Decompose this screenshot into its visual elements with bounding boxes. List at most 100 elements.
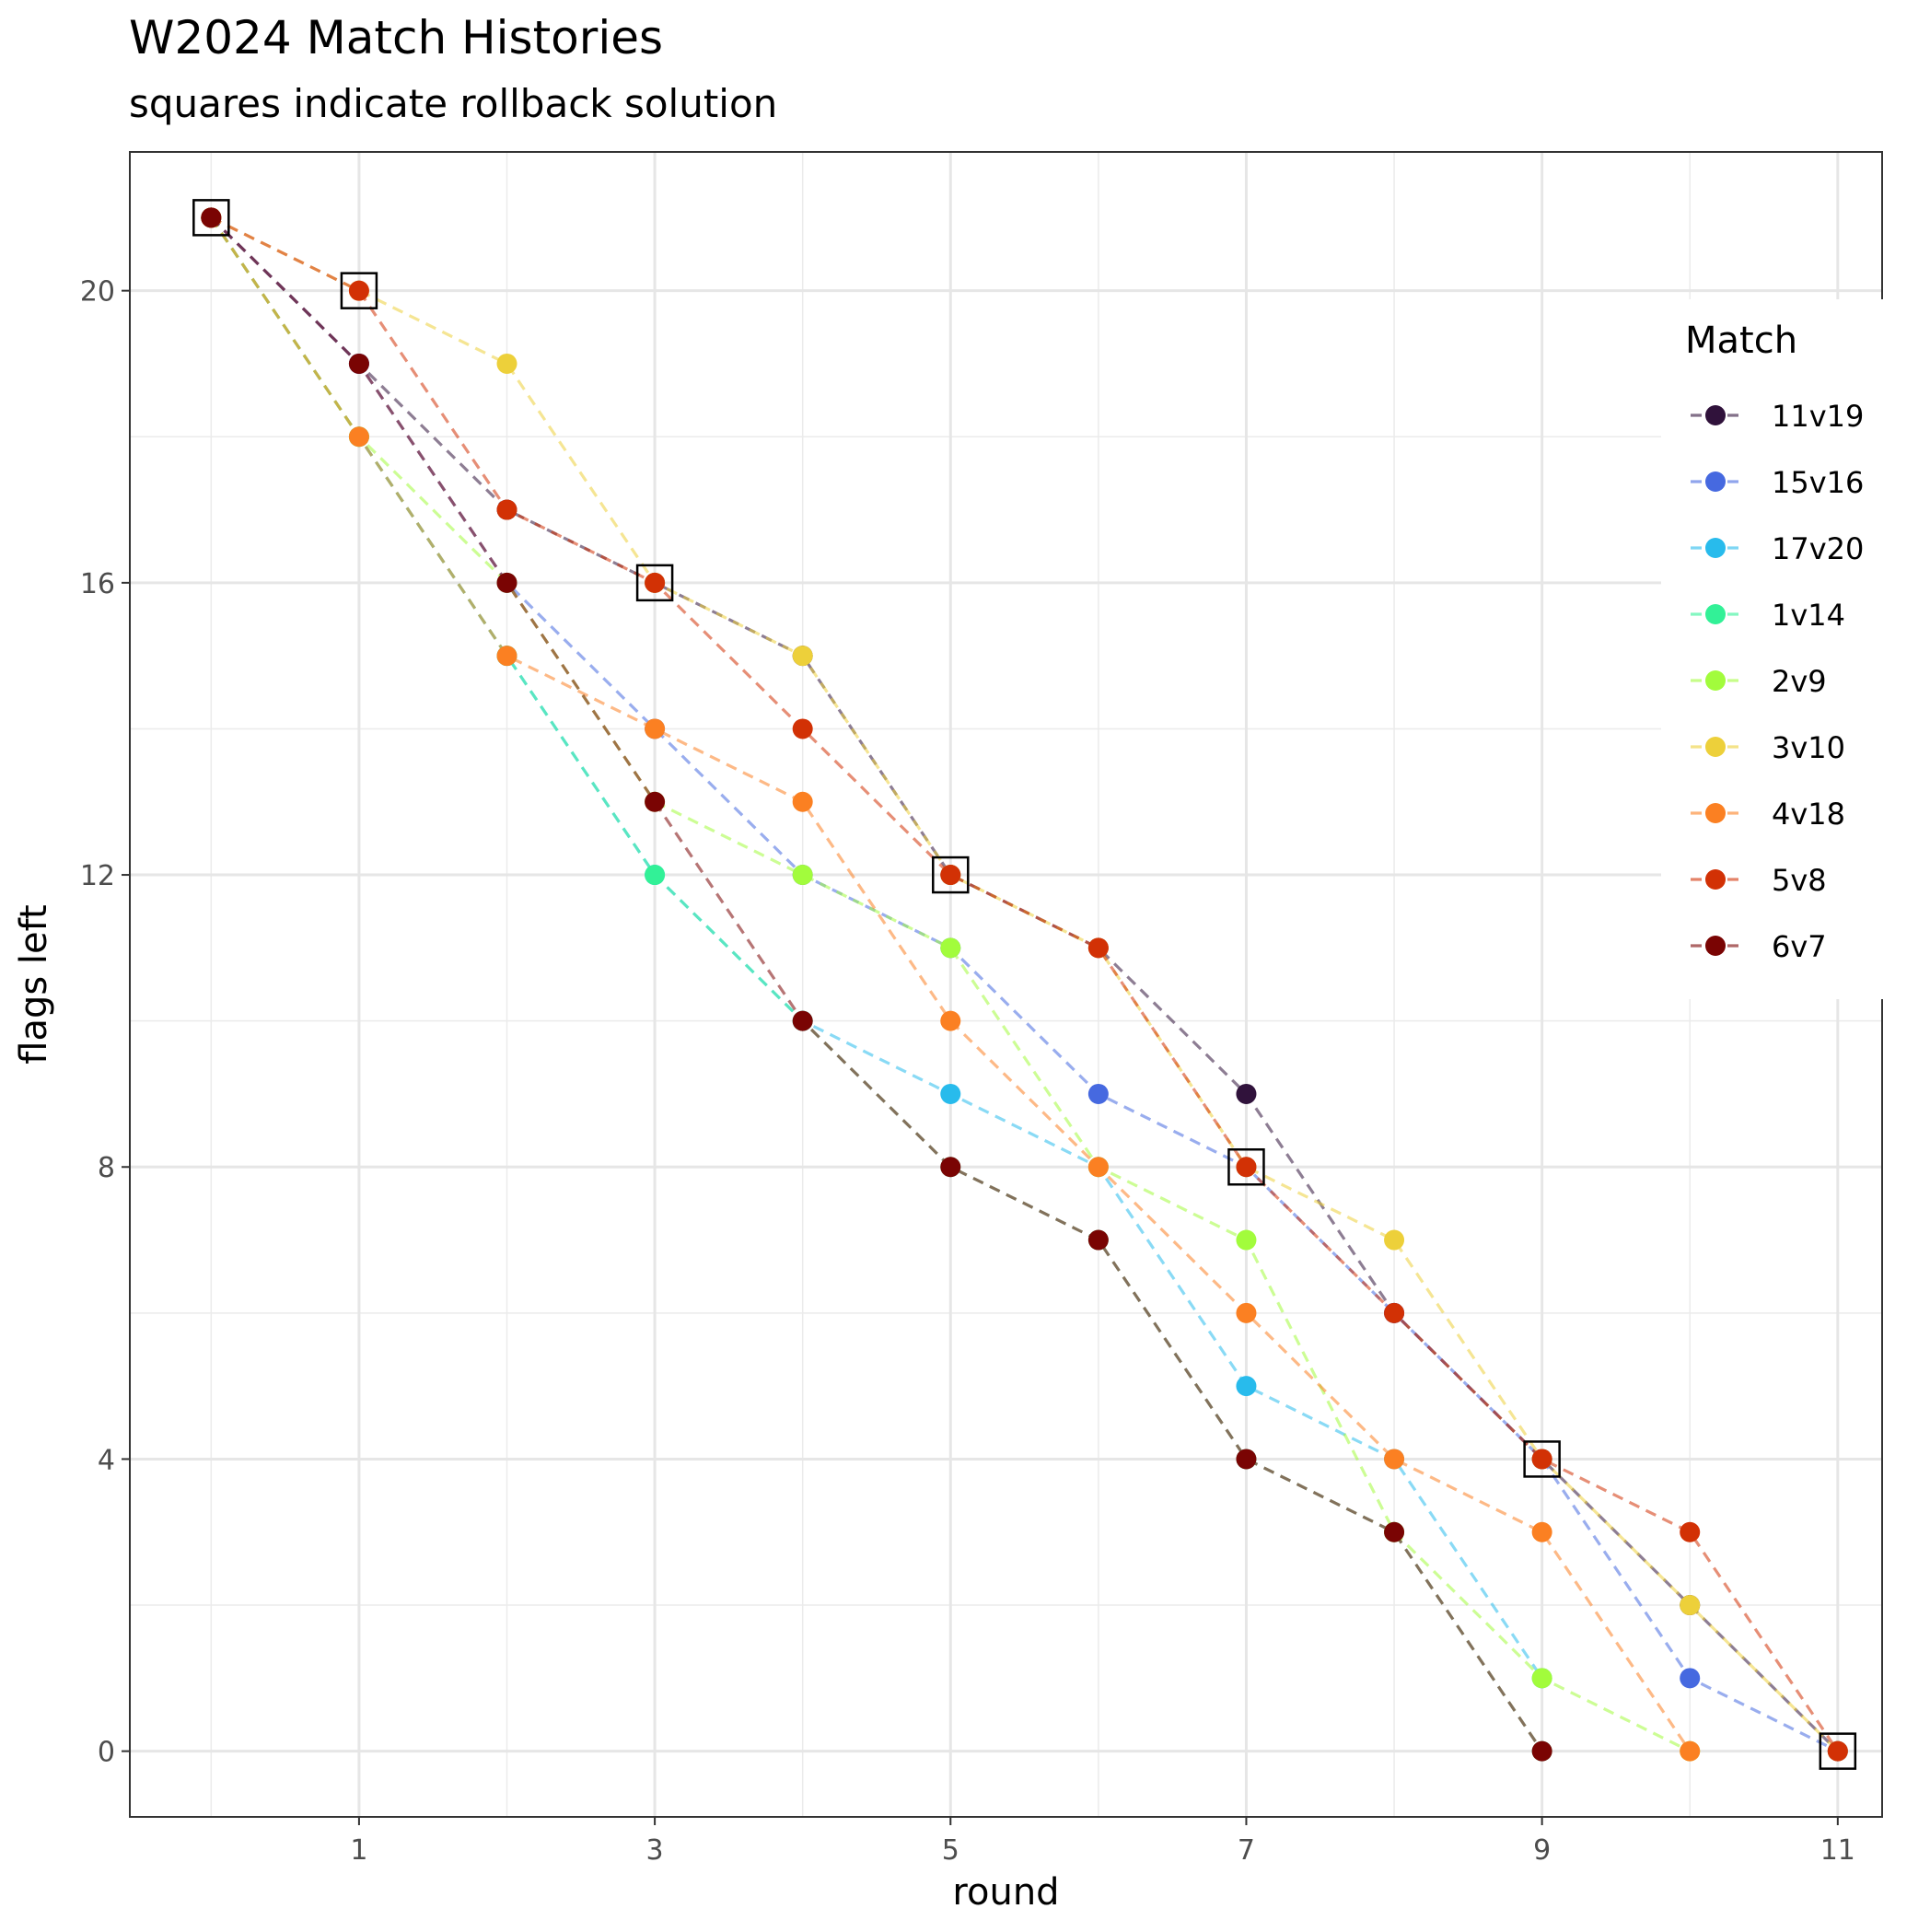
x-tick-label: 3 (646, 1834, 664, 1867)
data-point-6v7 (1236, 1449, 1257, 1470)
legend-items: 11v19 15v16 17v20 1v14 2v9 3v10 4v18 5v8 6v7 (1691, 399, 1864, 964)
data-point-1v14 (645, 865, 666, 886)
data-point-5v8 (1827, 1740, 1848, 1762)
legend-key-point (1705, 737, 1726, 757)
legend-key-point (1705, 405, 1726, 425)
data-point-5v8 (348, 280, 369, 301)
y-tick-label: 4 (98, 1444, 115, 1476)
data-point-2v9 (792, 865, 813, 886)
data-point-4v18 (1236, 1302, 1257, 1323)
legend-label-17v20: 17v20 (1772, 531, 1864, 566)
data-point-17v20 (940, 1083, 961, 1104)
data-point-4v18 (1384, 1449, 1405, 1470)
data-point-4v18 (496, 646, 517, 667)
data-point-5v8 (1384, 1302, 1405, 1323)
legend-label-15v16: 15v16 (1772, 465, 1864, 500)
legend-key-point (1705, 471, 1726, 492)
legend: Match 11v19 15v16 17v20 1v14 2v9 3v10 4v18 5v8 6… (1661, 299, 1884, 999)
x-tick-label: 1 (350, 1834, 367, 1867)
x-axis-ticks: 1 3 5 7 9 11 (350, 1817, 1855, 1867)
y-tick-label: 16 (80, 568, 115, 600)
series-line-6v7 (210, 216, 1543, 1752)
data-point-4v18 (1087, 1157, 1109, 1178)
rollback-square (1227, 1147, 1265, 1186)
data-point-4v18 (1680, 1740, 1701, 1762)
legend-key-point (1705, 604, 1726, 624)
data-point-6v7 (1384, 1521, 1405, 1542)
chart-title: W2024 Match Histories (129, 11, 664, 64)
series-points (201, 207, 1848, 1762)
data-point-5v8 (1531, 1449, 1552, 1470)
data-point-4v18 (940, 1010, 961, 1031)
data-point-6v7 (645, 791, 666, 812)
y-tick-label: 20 (80, 276, 115, 308)
series-line-3v10 (210, 215, 1839, 1752)
legend-label-11v19: 11v19 (1772, 399, 1864, 434)
legend-key-point (1705, 538, 1726, 558)
legend-key-point (1705, 936, 1726, 956)
rollback-square (1819, 1732, 1857, 1770)
legend-label-1v14: 1v14 (1772, 598, 1845, 633)
data-point-5v8 (1087, 937, 1109, 959)
x-tick-label: 11 (1820, 1834, 1855, 1867)
data-point-5v8 (1680, 1521, 1701, 1542)
legend-label-2v9: 2v9 (1772, 664, 1827, 699)
data-point-6v7 (496, 572, 517, 593)
rollback-squares (192, 199, 1857, 1770)
data-point-6v7 (348, 353, 369, 374)
legend-title: Match (1685, 320, 1797, 362)
legend-key-point (1705, 670, 1726, 691)
x-tick-label: 5 (942, 1834, 959, 1867)
data-point-6v7 (940, 1157, 961, 1178)
legend-label-4v18: 4v18 (1772, 797, 1845, 832)
data-point-5v8 (645, 572, 666, 593)
rollback-square (635, 564, 674, 602)
data-point-6v7 (1087, 1229, 1109, 1251)
data-point-15v16 (1680, 1668, 1701, 1689)
data-point-2v9 (1236, 1229, 1257, 1251)
data-point-6v7 (201, 207, 222, 228)
data-point-3v10 (496, 353, 517, 374)
series-line-1v14 (209, 216, 1543, 1752)
y-axis-ticks: 0 4 8 12 16 20 (80, 276, 130, 1769)
data-point-3v10 (1384, 1229, 1405, 1251)
y-axis-title: flags left (13, 904, 55, 1064)
data-point-3v10 (1680, 1595, 1701, 1616)
major-gridlines (130, 152, 1882, 1817)
series-line-5v8 (210, 215, 1840, 1752)
data-point-5v8 (792, 718, 813, 739)
data-point-6v7 (792, 1010, 813, 1031)
series-line-11v19 (210, 216, 1839, 1752)
data-point-3v10 (792, 646, 813, 667)
data-point-5v8 (940, 865, 961, 886)
legend-label-3v10: 3v10 (1772, 730, 1845, 765)
legend-label-6v7: 6v7 (1772, 929, 1827, 964)
legend-key-point (1705, 803, 1726, 823)
rollback-square (1523, 1440, 1561, 1478)
x-tick-label: 7 (1238, 1834, 1255, 1867)
chart-subtitle: squares indicate rollback solution (129, 81, 778, 126)
series-lines (209, 215, 1840, 1753)
data-point-4v18 (645, 718, 666, 739)
legend-label-5v8: 5v8 (1772, 863, 1827, 898)
data-point-17v20 (1236, 1376, 1257, 1397)
rollback-square (340, 272, 378, 309)
y-tick-label: 8 (98, 1152, 115, 1184)
data-point-2v9 (1531, 1668, 1552, 1689)
data-point-4v18 (1531, 1521, 1552, 1542)
data-point-5v8 (496, 499, 517, 520)
rollback-square (192, 199, 230, 237)
plot-panel-border (129, 151, 1883, 1818)
x-tick-label: 9 (1533, 1834, 1551, 1867)
y-tick-label: 12 (80, 860, 115, 892)
rollback-square (932, 855, 970, 894)
series-line-15v16 (210, 216, 1839, 1753)
data-point-15v16 (1087, 1083, 1109, 1104)
data-point-6v7 (1531, 1740, 1552, 1762)
data-point-5v8 (1236, 1157, 1257, 1178)
data-point-4v18 (792, 791, 813, 812)
legend-key-point (1705, 869, 1726, 890)
data-point-4v18 (348, 426, 369, 448)
x-axis-title: round (952, 1871, 1059, 1914)
